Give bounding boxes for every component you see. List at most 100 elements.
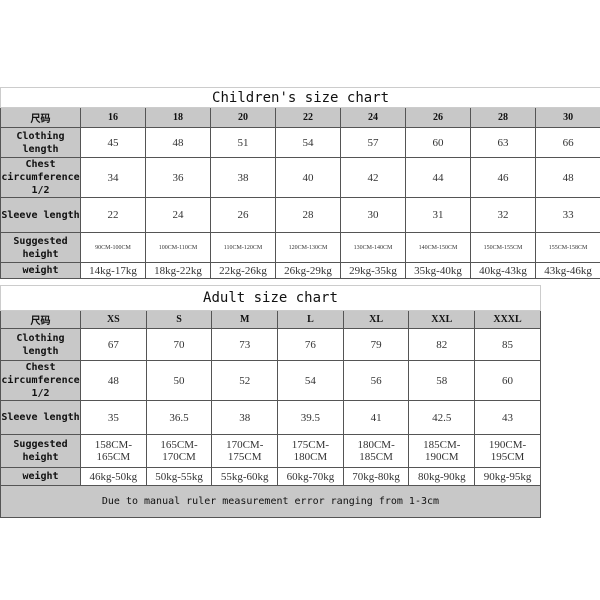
cell-value: 70kg-80kg: [342, 467, 410, 486]
children-size-table: Children's size chart 尺码 16 18 20 22 24 26 28 30 C…: [0, 87, 600, 279]
cell-value: 110CM-120CM: [210, 232, 276, 263]
size-header: 28: [470, 107, 536, 128]
table-row: Chest circumference 1/2 34 36 38 40 42 44 46 48: [0, 157, 600, 198]
cell-value: 158CM-165CM: [80, 434, 147, 468]
row-label: Suggested height: [0, 434, 81, 468]
cell-value: 46: [470, 157, 536, 198]
cell-value: 50: [145, 360, 213, 401]
size-header: 20: [210, 107, 276, 128]
cell-value: 79: [342, 328, 410, 361]
cell-value: 38: [210, 157, 276, 198]
size-header: S: [145, 310, 213, 329]
row-label: weight: [0, 467, 81, 486]
size-label: 尺码: [0, 310, 81, 329]
cell-value: 80kg-90kg: [408, 467, 476, 486]
size-header: L: [277, 310, 344, 329]
size-header: 26: [405, 107, 471, 128]
size-header: 24: [340, 107, 406, 128]
cell-value: 45: [80, 127, 146, 158]
cell-value: 73: [211, 328, 279, 361]
cell-value: 67: [80, 328, 147, 361]
cell-value: 63: [470, 127, 536, 158]
cell-value: 51: [210, 127, 276, 158]
cell-value: 155CM-158CM: [534, 232, 600, 263]
cell-value: 40: [275, 157, 341, 198]
cell-value: 46kg-50kg: [80, 467, 147, 486]
table-row: weight 14kg-17kg 18kg-22kg 22kg-26kg 26kg-29…: [0, 262, 600, 279]
cell-value: 82: [408, 328, 476, 361]
cell-value: 57: [340, 127, 406, 158]
cell-value: 52: [211, 360, 279, 401]
cell-value: 66: [534, 127, 600, 158]
cell-value: 36.5: [145, 400, 213, 435]
cell-value: 40kg-43kg: [470, 262, 536, 279]
cell-value: 54: [277, 360, 344, 401]
row-label: weight: [0, 262, 81, 279]
cell-value: 22: [80, 197, 146, 233]
cell-value: 70: [145, 328, 213, 361]
cell-value: 190CM-195CM: [474, 434, 541, 468]
cell-value: 150CM-155CM: [470, 232, 536, 263]
cell-value: 76: [277, 328, 344, 361]
table-row: Chest circumference 1/2 48 50 52 54 56 58 60: [0, 360, 541, 401]
row-label: Chest circumference 1/2: [0, 157, 81, 198]
cell-value: 48: [534, 157, 600, 198]
cell-value: 140CM-150CM: [405, 232, 471, 263]
cell-value: 55kg-60kg: [211, 467, 279, 486]
cell-value: 43: [474, 400, 541, 435]
cell-value: 39.5: [277, 400, 344, 435]
size-header: M: [211, 310, 279, 329]
table-title: Children's size chart: [0, 87, 600, 108]
cell-value: 60kg-70kg: [277, 467, 344, 486]
cell-value: 44: [405, 157, 471, 198]
cell-value: 48: [80, 360, 147, 401]
cell-value: 58: [408, 360, 476, 401]
size-header: XL: [342, 310, 410, 329]
cell-value: 36: [145, 157, 211, 198]
cell-value: 85: [474, 328, 541, 361]
cell-value: 130CM-140CM: [340, 232, 406, 263]
cell-value: 100CM-110CM: [145, 232, 211, 263]
size-header: 22: [275, 107, 341, 128]
table-row: Sleeve length 35 36.5 38 39.5 41 42.5 43: [0, 400, 541, 435]
cell-value: 42: [340, 157, 406, 198]
table-row: weight 46kg-50kg 50kg-55kg 55kg-60kg 60kg-70…: [0, 467, 541, 486]
cell-value: 185CM-190CM: [408, 434, 476, 468]
size-header: 18: [145, 107, 211, 128]
table-row: Clothing length 45 48 51 54 57 60 63 66: [0, 127, 600, 158]
cell-value: 180CM-185CM: [342, 434, 410, 468]
cell-value: 90kg-95kg: [474, 467, 541, 486]
cell-value: 43kg-46kg: [534, 262, 600, 279]
cell-value: 120CM-130CM: [275, 232, 341, 263]
cell-value: 14kg-17kg: [80, 262, 146, 279]
cell-value: 90CM-100CM: [80, 232, 146, 263]
cell-value: 22kg-26kg: [210, 262, 276, 279]
cell-value: 175CM-180CM: [277, 434, 344, 468]
cell-value: 42.5: [408, 400, 476, 435]
row-label: Clothing length: [0, 328, 81, 361]
cell-value: 38: [211, 400, 279, 435]
cell-value: 54: [275, 127, 341, 158]
size-header: 16: [80, 107, 146, 128]
cell-value: 35: [80, 400, 147, 435]
table-row: Suggested height 90CM-100CM 100CM-110CM 110…: [0, 232, 600, 263]
size-header: 30: [534, 107, 600, 128]
cell-value: 30: [340, 197, 406, 233]
row-label: Sleeve length: [0, 400, 81, 435]
cell-value: 29kg-35kg: [340, 262, 406, 279]
measurement-note: Due to manual ruler measurement error ra…: [0, 485, 541, 518]
cell-value: 24: [145, 197, 211, 233]
cell-value: 32: [470, 197, 536, 233]
table-row: Clothing length 67 70 73 76 79 82 85: [0, 328, 541, 361]
cell-value: 35kg-40kg: [405, 262, 471, 279]
cell-value: 48: [145, 127, 211, 158]
size-label: 尺码: [0, 107, 81, 128]
adult-size-table: Adult size chart 尺码 XS S M L XL XXL XXXL Clothing…: [0, 285, 541, 518]
cell-value: 18kg-22kg: [145, 262, 211, 279]
cell-value: 26: [210, 197, 276, 233]
table-title: Adult size chart: [0, 285, 541, 311]
table-row: Sleeve length 22 24 26 28 30 31 32 33: [0, 197, 600, 233]
cell-value: 34: [80, 157, 146, 198]
cell-value: 60: [474, 360, 541, 401]
row-label: Chest circumference 1/2: [0, 360, 81, 401]
